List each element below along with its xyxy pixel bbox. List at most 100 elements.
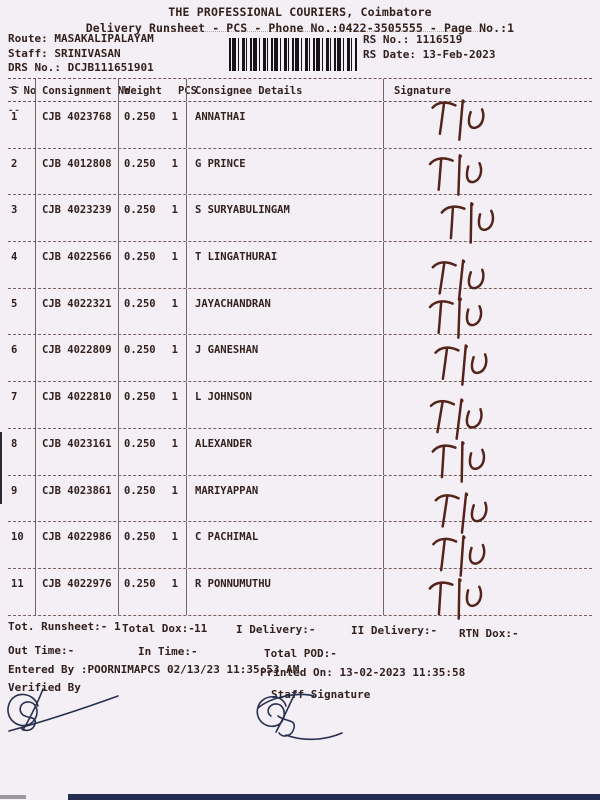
cell-consignment-no: CJB 4023768	[35, 102, 118, 148]
staff-signature	[256, 690, 343, 741]
cell-consignee: C PACHIMAL	[186, 522, 383, 568]
cell-weight-pcs: 0.250 1	[118, 428, 186, 475]
table-row: 5 CJB 4022321 0.250 1 JAYACHANDRAN T|U	[8, 288, 592, 340]
document-subtitle: Delivery Runsheet - PCS - Phone No.:0422…	[85, 21, 515, 35]
cell-s-no: 11	[11, 577, 24, 590]
i-delivery-label: I Delivery:-	[236, 623, 316, 636]
printed-on: Printed On: 13-02-2023 11:35:58	[260, 666, 466, 679]
cell-pcs: 1	[171, 297, 178, 310]
cell-consignee: S SURYABULINGAM	[186, 195, 383, 242]
cell-pcs: 1	[171, 251, 178, 264]
scan-bottom-bar	[68, 794, 600, 800]
scan-dotted-artifact	[150, 31, 480, 32]
tu-handwritten-mark	[426, 150, 489, 199]
drs-line: DRS No.: DCJB111651901	[8, 61, 154, 74]
cell-s-no: 1	[11, 111, 18, 123]
tu-handwritten-mark	[427, 95, 491, 145]
cell-signature: T|U	[383, 288, 592, 340]
company-title: THE PROFESSIONAL COURIERS, Coimbatore	[168, 5, 432, 19]
cell-weight-pcs: 0.250 1	[118, 568, 186, 615]
cell-weight-pcs: 0.250 1	[118, 148, 186, 195]
cell-weight-pcs: 0.250 1	[118, 475, 186, 522]
cell-weight: 0.250	[124, 344, 156, 357]
cell-weight-pcs: 0.250 1	[118, 335, 186, 382]
staff-value: SRINIVASAN	[54, 47, 121, 60]
cell-s-no: 6	[11, 344, 18, 357]
table-row: 1 CJB 4023768 0.250 1 ANNATHAI T|U	[8, 97, 592, 149]
cell-weight: 0.250	[124, 157, 156, 170]
cell-signature: T|U	[383, 568, 592, 621]
cell-weight: 0.250	[124, 391, 156, 404]
total-pod-label: Total POD:-	[264, 647, 337, 660]
cell-consignment-no: CJB 4023861	[35, 475, 118, 522]
cell-consignment-no: CJB 4022976	[35, 568, 118, 615]
runsheet-table: S No Consignment No Weight PCS Consignee …	[8, 78, 592, 621]
cell-s-no: 8	[11, 437, 18, 450]
cell-signature: T|U	[383, 195, 592, 246]
verified-by-signature	[7, 688, 119, 732]
staff-label: Staff:	[8, 47, 48, 60]
cell-weight: 0.250	[124, 531, 156, 544]
cell-consignment-no: CJB 4022566	[35, 242, 118, 288]
cell-s-no: 10	[11, 531, 24, 544]
col-header-weight-pcs: Weight PCS	[118, 79, 197, 101]
rtn-dox-label: RTN Dox:-	[459, 627, 519, 640]
rs-date-label: RS Date:	[363, 48, 416, 61]
table-row: 3 CJB 4023239 0.250 1 S SURYABULINGAM T|U	[8, 195, 592, 246]
cell-weight: 0.250	[124, 484, 156, 497]
cell-signature: T|U	[383, 335, 592, 388]
table-row: 4 CJB 4022566 0.250 1 T LINGATHURAI T|U	[8, 242, 592, 303]
cell-signature: T|U	[383, 475, 592, 535]
cell-consignee: R PONNUMUTHU	[186, 568, 383, 615]
document-header: THE PROFESSIONAL COURIERS, Coimbatore De…	[0, 5, 600, 35]
cell-pcs: 1	[171, 344, 178, 357]
out-time-label: Out Time:-	[8, 644, 75, 657]
route-label: Route:	[8, 32, 48, 45]
cell-consignee: JAYACHANDRAN	[186, 288, 383, 335]
cell-weight: 0.250	[124, 111, 156, 123]
tu-handwritten-mark	[425, 574, 489, 624]
cell-consignment-no: CJB 4012808	[35, 148, 118, 195]
cell-weight: 0.250	[124, 297, 156, 310]
table-row: 8 CJB 4023161 0.250 1 ALEXANDER T|U	[8, 428, 592, 484]
cell-signature: T|U	[383, 522, 592, 578]
cell-consignment-no: CJB 4022809	[35, 335, 118, 382]
cell-pcs: 1	[171, 531, 178, 544]
cell-weight: 0.250	[124, 251, 156, 264]
table-row: 9 CJB 4023861 0.250 1 MARIYAPPAN T|U	[8, 475, 592, 535]
cell-s-no: 7	[11, 391, 18, 404]
cell-weight: 0.250	[124, 577, 156, 590]
cell-pcs: 1	[171, 437, 178, 450]
route-value: MASAKALIPALAYAM	[54, 32, 154, 45]
cell-signature: T|U	[383, 382, 592, 442]
col-header-pcs: PCS	[177, 85, 197, 97]
cell-weight: 0.250	[124, 437, 156, 450]
cell-weight: 0.250	[124, 204, 156, 217]
table-row: 11 CJB 4022976 0.250 1 R PONNUMUTHU T|U	[8, 568, 592, 621]
cell-pcs: 1	[171, 157, 178, 170]
in-time-label: In Time:-	[138, 645, 198, 658]
table-row: 6 CJB 4022809 0.250 1 J GANESHAN T|U	[8, 335, 592, 388]
cell-consignee: G PRINCE	[186, 148, 383, 195]
cell-consignment-no: CJB 4023239	[35, 195, 118, 242]
table-row: 10 CJB 4022986 0.250 1 C PACHIMAL T|U	[8, 522, 592, 578]
col-header-consignee: Consignee Details	[186, 79, 383, 101]
verified-by-label: Verified By	[8, 681, 81, 694]
cell-consignment-no: CJB 4022321	[35, 288, 118, 335]
cell-s-no: 9	[11, 484, 18, 497]
scan-edge-artifact	[0, 432, 2, 504]
rs-no-value: 1116519	[415, 33, 463, 46]
cell-pcs: 1	[171, 204, 178, 217]
cell-weight-pcs: 0.250 1	[118, 195, 186, 242]
cell-weight-pcs: 0.250 1	[118, 102, 186, 148]
drs-value: DCJB111651901	[67, 61, 154, 74]
staff-line: Staff: SRINIVASAN	[8, 47, 121, 60]
cell-consignment-no: CJB 4022986	[35, 522, 118, 568]
cell-consignment-no: CJB 4023161	[35, 428, 118, 475]
cell-s-no: 2	[11, 157, 18, 170]
cell-pcs: 1	[171, 484, 178, 497]
barcode	[229, 38, 357, 71]
cell-s-no: 3	[11, 204, 18, 217]
cell-signature: T|U	[383, 428, 592, 484]
